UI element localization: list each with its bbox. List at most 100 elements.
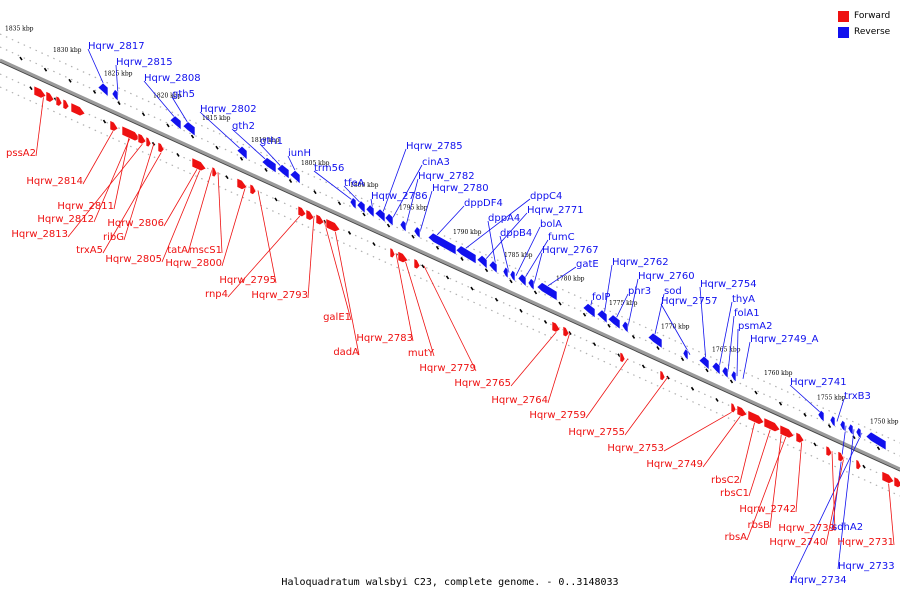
leader-trxb3 (836, 398, 845, 422)
gene-arrow-fwd-34 (881, 470, 895, 484)
leader-gate (543, 266, 577, 289)
gene-label-fumc: fumC (548, 232, 575, 243)
gene-label-gate: gatE (576, 259, 599, 270)
gene-label-hqrw-2771: Hqrw_2771 (527, 205, 584, 216)
track-tick-upper (729, 379, 734, 384)
leader-hqrw-2753 (663, 408, 739, 452)
track-tick-upper (386, 223, 391, 228)
gene-arrow-fwd-2 (55, 95, 63, 107)
backbone-line (0, 58, 900, 471)
track-tick-lower (470, 286, 474, 291)
gene-label-hqrw-2785: Hqrw_2785 (406, 141, 463, 152)
track-tick-upper (607, 323, 611, 328)
track-tick-upper (705, 368, 709, 373)
leader-rbsb (769, 428, 783, 529)
tick-label-1830-kbp: 1830 kbp (53, 47, 82, 54)
leader-gale1 (323, 220, 352, 321)
gene-arrow-rev-38 (855, 427, 862, 440)
gene-arrow-fwd-15 (305, 209, 315, 221)
track-tick-lower (494, 297, 499, 302)
gene-label-hqrw-2757: Hqrw_2757 (661, 296, 718, 307)
tick-label-1790-kbp: 1790 kbp (453, 229, 482, 236)
gene-label-hqrw-2754: Hqrw_2754 (700, 279, 757, 290)
leader-psma2 (736, 328, 739, 377)
track-tick-lower (274, 197, 278, 202)
track-tick-lower (813, 442, 817, 447)
gene-label-hqrw-2814: Hqrw_2814 (26, 176, 83, 187)
gene-label-rbsb: rbsB (747, 520, 770, 531)
gene-arrows (33, 82, 900, 488)
leader-hqrw-2759 (585, 358, 629, 419)
track-tick-upper (117, 101, 121, 106)
gene-label-trxa5: trxA5 (76, 245, 103, 256)
gene-arrow-rev-28 (647, 332, 663, 349)
gene-arrow-rev-33 (730, 370, 737, 383)
gene-arrow-fwd-22 (562, 325, 570, 338)
gene-arrow-rev-27 (621, 320, 629, 334)
gene-arrow-rev-14 (413, 226, 421, 240)
track-tick-lower (421, 264, 425, 269)
tick-label-1785-kbp: 1785 kbp (504, 252, 533, 259)
leader-hqrw-2782 (405, 178, 419, 226)
leader-dada (333, 224, 360, 356)
gene-label-hqrw-2741: Hqrw_2741 (790, 377, 847, 388)
track-tick-lower (641, 364, 646, 369)
legend-item-reverse: Reverse (838, 24, 898, 40)
gene-arrow-rev-4 (236, 145, 248, 161)
gene-arrow-fwd-10 (191, 157, 207, 172)
leader-hqrw-2760 (627, 278, 639, 327)
gene-labels: Hqrw_2817 Hqrw_2815 Hqrw_2808 gth5 Hqrw_2802… (6, 41, 895, 586)
tick-label-1810-kbp: 1810 kbp (251, 137, 280, 144)
gene-label-hqrw-2786: Hqrw_2786 (371, 191, 428, 202)
gene-arrow-fwd-35 (893, 476, 900, 488)
track-tick-upper (166, 123, 170, 128)
leader-sod (653, 293, 665, 339)
gene-arrow-fwd-23 (619, 351, 626, 363)
track-tick-upper (215, 145, 219, 150)
gene-label-hqrw-2813: Hqrw_2813 (11, 229, 68, 240)
track-tick-lower (176, 152, 180, 157)
gene-arrow-rev-37 (847, 423, 854, 436)
gene-label-hqrw-2793: Hqrw_2793 (251, 290, 308, 301)
gene-label-trm56: trm56 (314, 163, 344, 174)
leader-hqrw-2731 (887, 476, 895, 546)
leader-cina3 (391, 164, 423, 220)
track-tick-upper (68, 78, 72, 83)
tick-label-1835-kbp: 1835 kbp (5, 25, 34, 32)
gene-arrow-rev-34 (817, 409, 825, 423)
leader-dppdf4 (433, 205, 465, 239)
track-tick-upper (288, 179, 293, 184)
leader-rbsc2 (739, 416, 757, 484)
gene-label-hqrw-2795: Hqrw_2795 (219, 275, 276, 286)
leader-phr3 (614, 293, 629, 321)
gene-arrow-rev-5 (261, 157, 277, 174)
leader-bola (515, 226, 541, 276)
gene-label-hqrw-2806: Hqrw_2806 (107, 218, 164, 229)
leader-pssa2 (35, 93, 45, 157)
track-tick-upper (582, 312, 587, 317)
track-tick-upper (656, 346, 660, 351)
tick-label-1760-kbp: 1760 kbp (764, 370, 793, 377)
leader-hqrw-2780 (419, 190, 433, 233)
track-tick-upper (827, 424, 832, 428)
gene-arrow-fwd-28 (763, 417, 781, 433)
track-tick-lower (543, 320, 548, 324)
gene-label-sod: sod (664, 286, 682, 297)
gene-arrow-fwd-32 (837, 450, 845, 463)
gene-label-hqrw-2812: Hqrw_2812 (37, 214, 94, 225)
dot-line-lower-inner (0, 73, 900, 484)
track-tick-lower (445, 275, 450, 280)
gene-arrow-fwd-19 (397, 250, 409, 263)
track-tick-lower (715, 397, 719, 402)
gene-label-thya: thyA (732, 294, 755, 305)
gene-label-hqrw-2742: Hqrw_2742 (739, 504, 796, 515)
track-tick-upper (631, 334, 636, 339)
track-tick-lower (225, 175, 229, 180)
tick-label-1815-kbp: 1815 kbp (202, 115, 231, 122)
track-tick-upper (509, 279, 513, 284)
leader-hqrw-2755 (624, 376, 669, 436)
leader-dppa4 (487, 220, 497, 267)
track-tick-lower (102, 119, 107, 124)
gene-label-dppa4: dppA4 (488, 213, 520, 224)
gene-arrow-rev-6 (276, 163, 290, 180)
